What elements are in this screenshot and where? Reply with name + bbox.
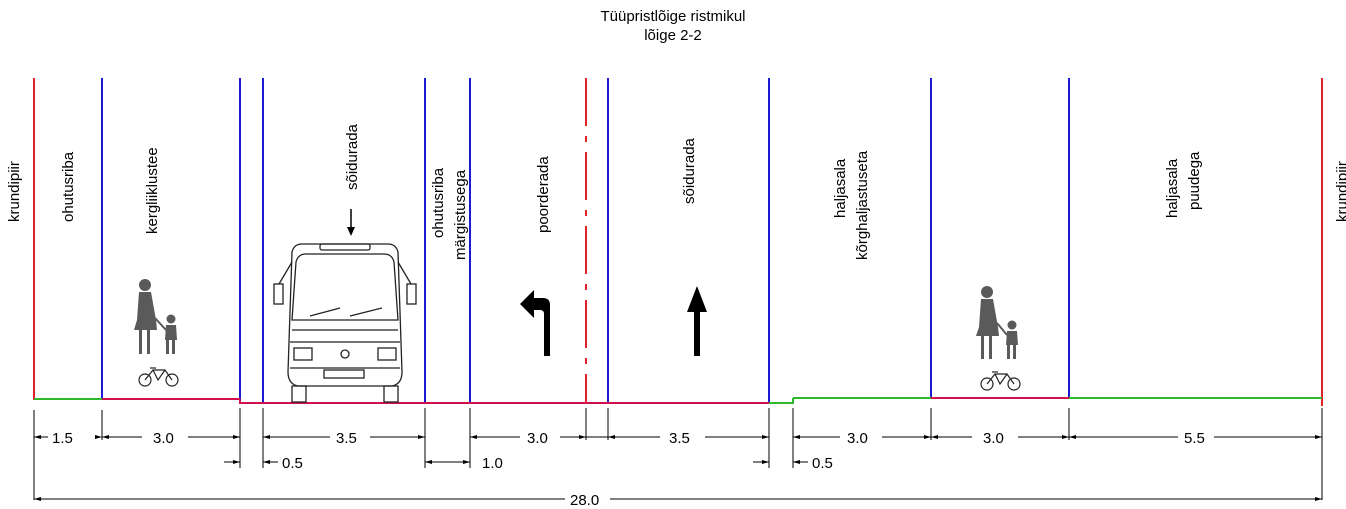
title-line-1: Tüüpristlõige ristmikul (600, 8, 746, 25)
label-green-no-tall-2: kõrghaljastuseta (854, 150, 871, 260)
label-turn-lane: poorderada (535, 156, 552, 233)
label-lane-right: sõidurada (681, 137, 698, 204)
label-green-trees-2: puudega (1186, 151, 1203, 210)
straight-arrow-icon (687, 286, 707, 356)
dim-0-5-right: 0.5 (812, 455, 833, 472)
bicycle-icon (980, 371, 1021, 391)
label-safety-marked-1: ohutusriba (430, 167, 447, 238)
dim-1-5: 1.5 (52, 430, 73, 447)
dim-5-5: 5.5 (1184, 430, 1205, 447)
label-green-no-tall-1: haljasala (832, 158, 849, 218)
label-left-boundary: krundipiir (6, 161, 23, 222)
label-green-trees-1: haljasala (1164, 158, 1181, 218)
dimension-ticks (34, 435, 1322, 501)
bus-icon (273, 243, 417, 403)
down-arrow-icon (347, 209, 355, 236)
label-right-boundary: krundipiir (1334, 161, 1346, 222)
dim-0-5-left: 0.5 (282, 455, 303, 472)
dim-3-0-light-traffic: 3.0 (153, 430, 174, 447)
dim-3-5-left-lane: 3.5 (336, 430, 357, 447)
dim-total: 28.0 (570, 492, 599, 509)
dim-1-0: 1.0 (482, 455, 503, 472)
zone-labels: krundipiir ohutusriba kergliiklustee sõi… (6, 123, 1346, 260)
ground-profile (34, 397, 1322, 404)
dimension-lines (33, 408, 1323, 500)
bicycle-icon (138, 367, 179, 387)
label-safety-strip: ohutusriba (60, 151, 77, 222)
dim-3-0-green: 3.0 (847, 430, 868, 447)
dim-3-0-bike: 3.0 (983, 430, 1004, 447)
title-line-2: lõige 2-2 (644, 27, 702, 44)
pedestrian-with-child-icon (976, 286, 1018, 359)
dim-3-0-turn-lane: 3.0 (527, 430, 548, 447)
label-light-traffic-road: kergliiklustee (144, 147, 161, 234)
turn-left-arrow-icon (520, 290, 550, 356)
label-safety-marked-2: märgistusega (452, 169, 469, 260)
dim-3-5-right-lane: 3.5 (669, 430, 690, 447)
vertical-lines (33, 78, 1323, 406)
pedestrian-with-child-icon (134, 279, 177, 354)
label-lane-left: sõidurada (344, 123, 361, 190)
dimension-labels: 1.5 3.0 3.5 3.0 3.5 3.0 3.0 5.5 0.5 1.0 … (52, 430, 1205, 509)
